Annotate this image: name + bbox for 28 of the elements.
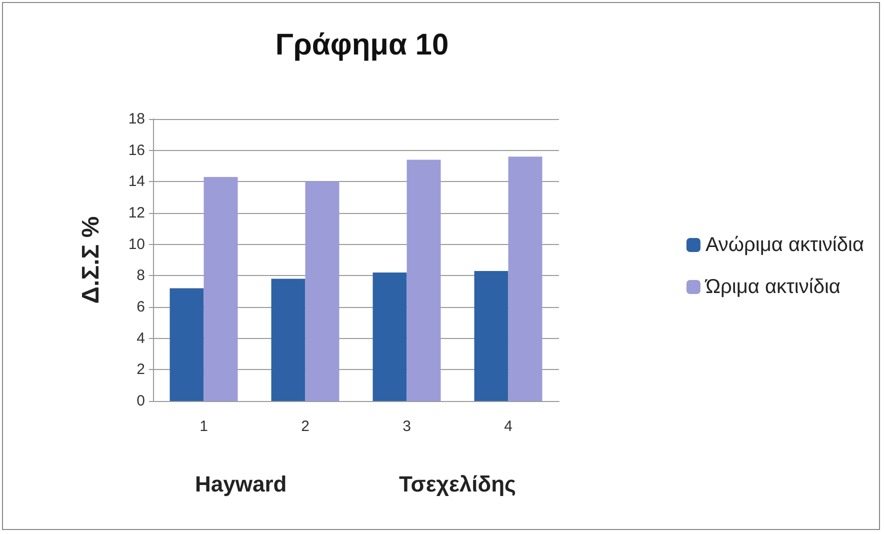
x-tick-label: 4 [504, 418, 512, 435]
y-tick-label: 4 [136, 330, 145, 347]
y-tick-label: 12 [128, 204, 145, 222]
y-tick-label: 2 [136, 361, 145, 378]
text: Hayward [195, 472, 287, 496]
y-tick-label: 10 [128, 236, 145, 253]
y-tick-label: 18 [128, 110, 145, 128]
x-tick-label: 3 [402, 418, 411, 435]
x-tick-label: 2 [301, 418, 310, 435]
y-tick-label: 16 [128, 142, 145, 159]
bar [271, 278, 306, 401]
legend-label: Ώριμα ακτινίδια [704, 276, 840, 298]
bar [170, 288, 204, 401]
legend-label: Ανώριμα ακτινίδια [705, 234, 864, 256]
bar [305, 182, 340, 401]
bar [204, 176, 238, 401]
bar [372, 272, 407, 401]
y-tick-label: 14 [128, 173, 145, 190]
y-tick-label: 8 [136, 267, 145, 284]
bar [474, 270, 508, 401]
y-tick-label: 0 [136, 392, 145, 410]
y-tick-label: 6 [136, 298, 145, 316]
bar [508, 156, 542, 401]
bar [406, 160, 441, 401]
chart-title: Γράφημα 10 [275, 28, 449, 62]
x-tick-label: 1 [200, 418, 208, 435]
y-axis-title: Δ.Σ.Σ % [78, 216, 104, 304]
text: Τσεχελίδης [399, 472, 516, 496]
